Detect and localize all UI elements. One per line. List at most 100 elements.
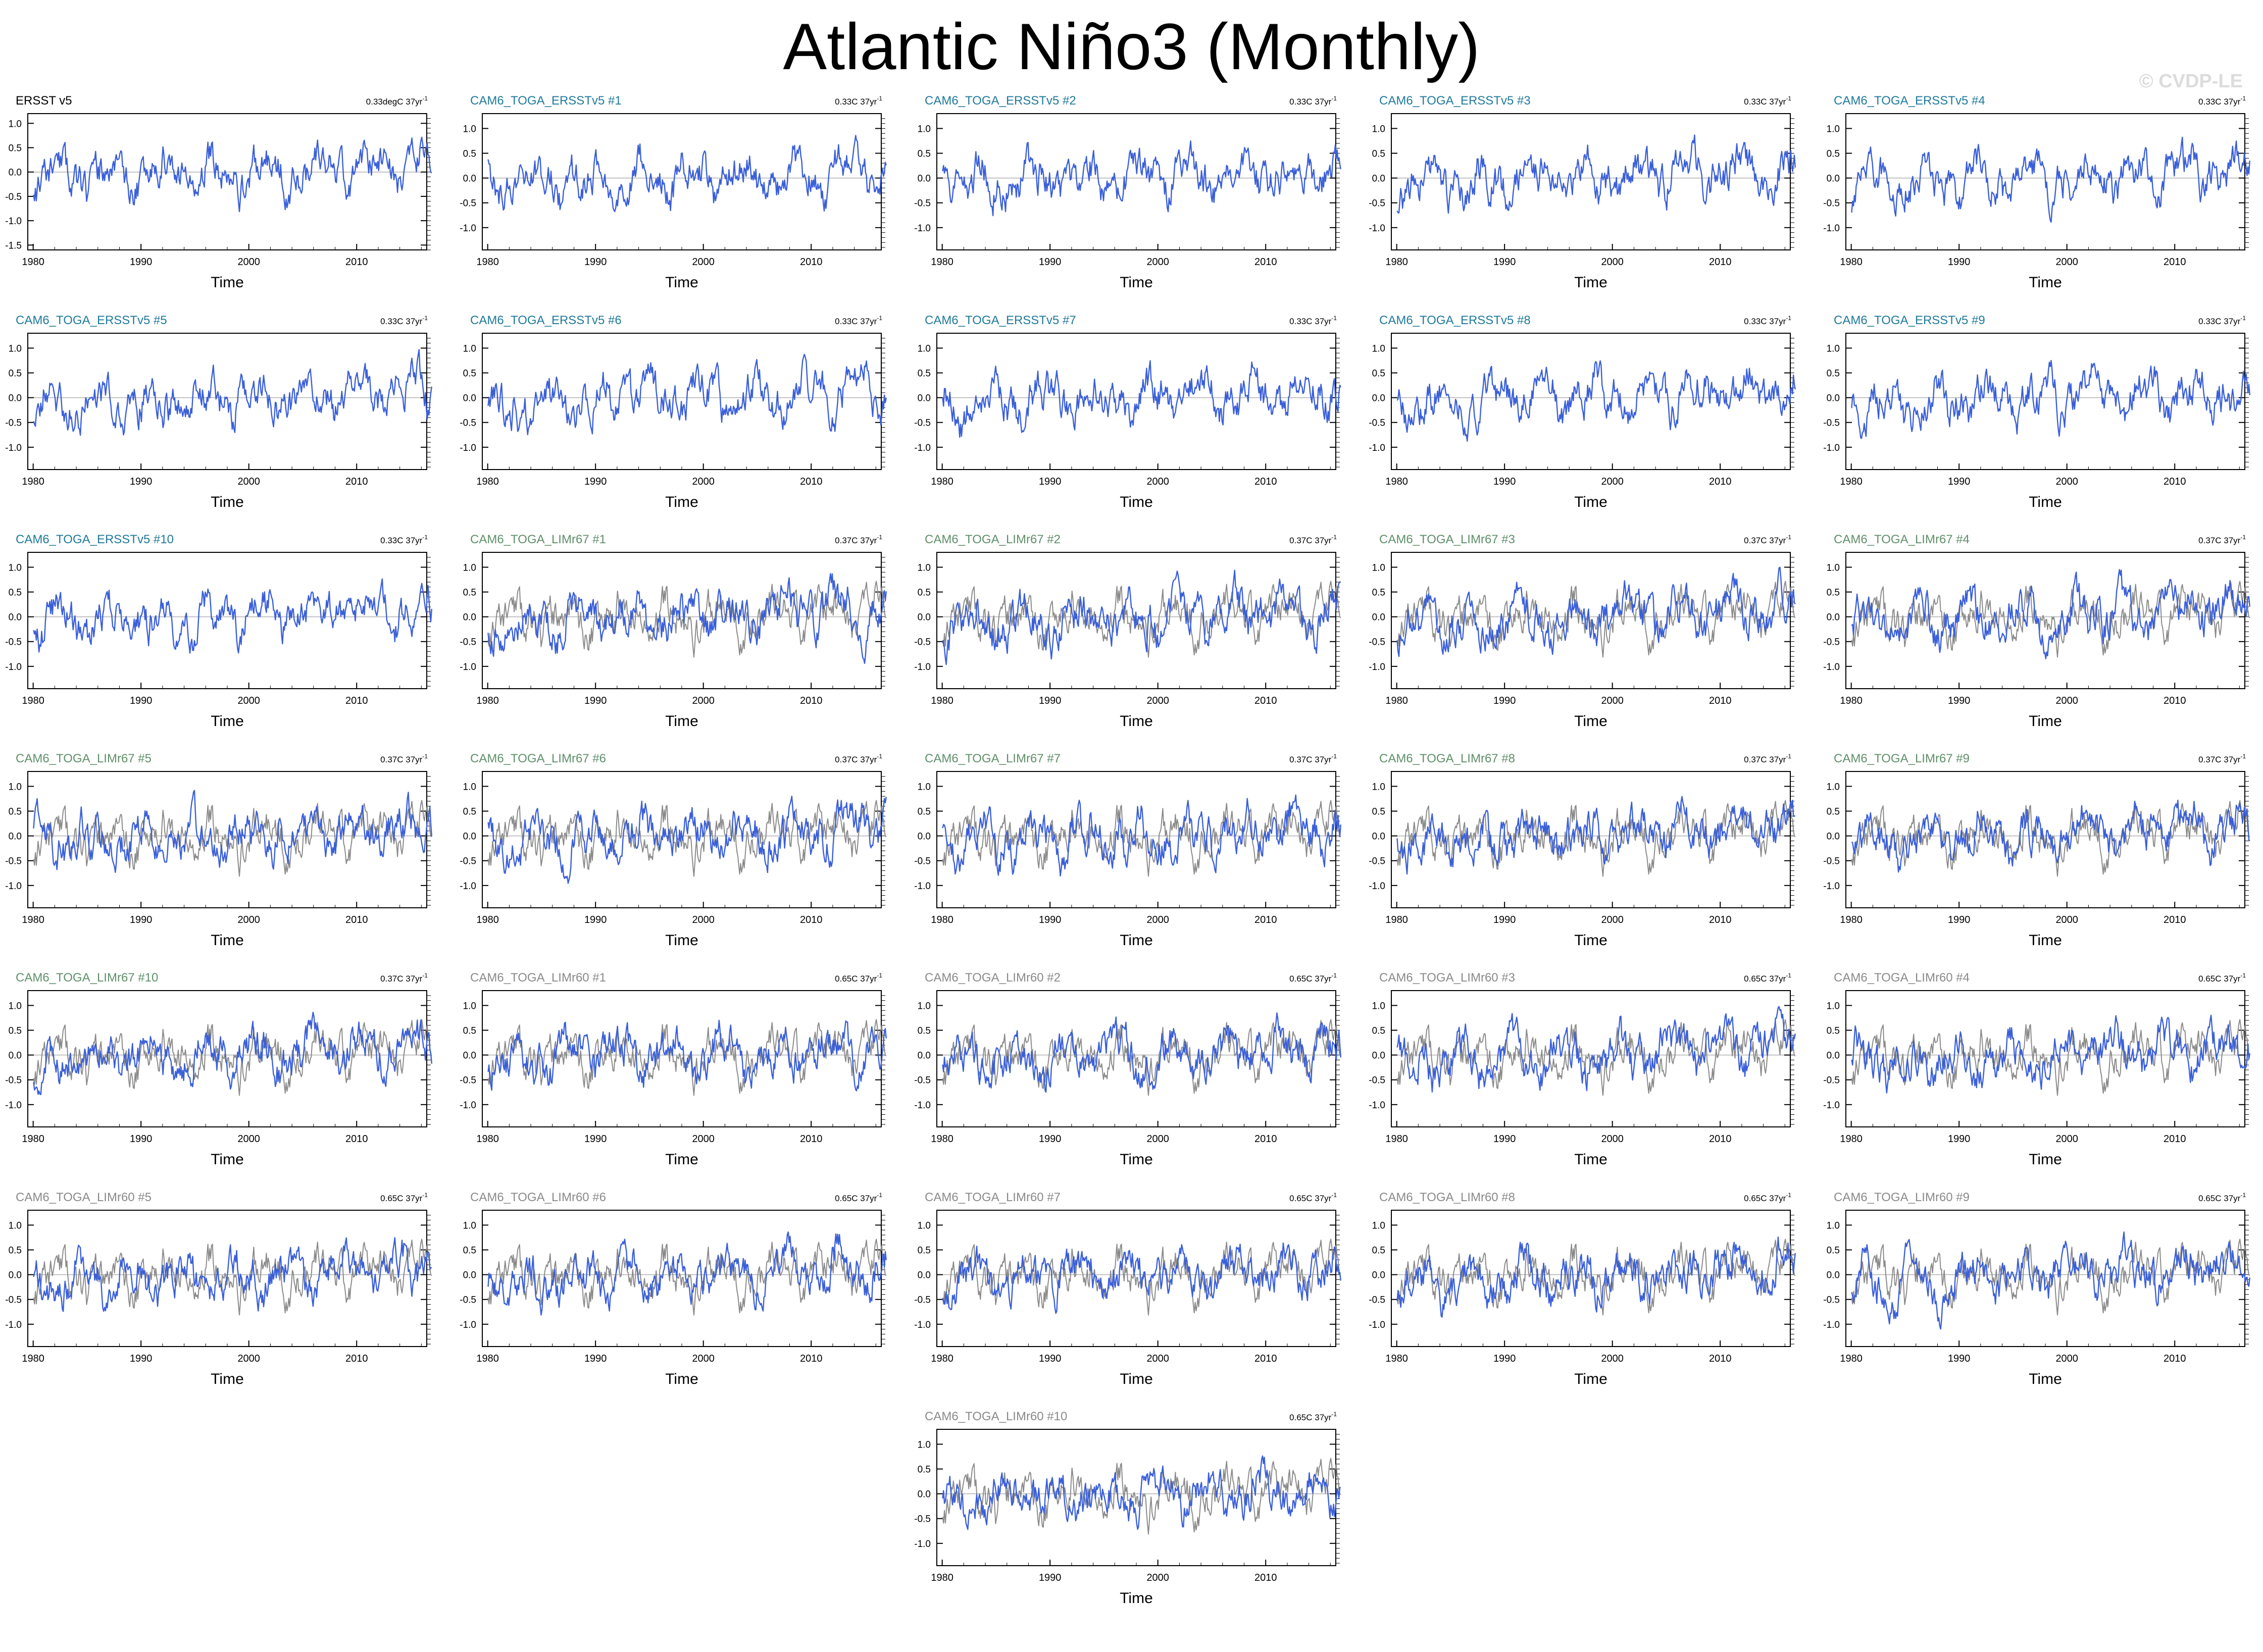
xtick-label: 1990: [1039, 1572, 1062, 1583]
ensemble-series-line: [942, 794, 1341, 877]
ytick-label: -0.5: [5, 637, 22, 648]
ytick-label: 0.0: [9, 168, 22, 178]
ytick-label: 0.0: [9, 612, 22, 623]
xtick-label: 2000: [692, 1133, 715, 1145]
trend-label: 0.65C 37yr-1: [1289, 1411, 1337, 1422]
ytick-label: 1.0: [9, 1220, 22, 1231]
ytick-label: 0.0: [463, 174, 476, 184]
ytick-label: -0.5: [914, 1295, 931, 1306]
panel-29: CAM6_TOGA_LIMr60 #9 0.65C 37yr-1 1.0 0.5 0.0…: [1823, 1191, 2250, 1387]
ytick-label: 0.0: [463, 832, 476, 842]
xtick-label: 2010: [800, 695, 823, 706]
ytick-label: 1.0: [1827, 1220, 1840, 1231]
xtick-label: 2000: [2055, 476, 2078, 487]
xtick-label: 1990: [130, 1133, 153, 1145]
panel-23: CAM6_TOGA_LIMr60 #3 0.65C 37yr-1 1.0 0.5 0.0…: [1369, 971, 1796, 1168]
x-axis-label: Time: [1120, 274, 1153, 291]
x-axis-label: Time: [665, 932, 698, 949]
xtick-label: 1980: [1385, 476, 1408, 487]
xtick-label: 1990: [1948, 914, 1971, 925]
xtick-label: 2010: [800, 1133, 823, 1145]
xtick-label: 2010: [1709, 1353, 1732, 1364]
trend-label: 0.37C 37yr-1: [2198, 534, 2246, 545]
ytick-label: 1.0: [9, 562, 22, 573]
ytick-label: 0.0: [463, 1270, 476, 1281]
xtick-label: 1990: [1948, 476, 1971, 487]
trend-label: 0.65C 37yr-1: [1744, 972, 1791, 984]
ytick-label: 1.0: [1372, 1001, 1385, 1011]
ensemble-series-line: [1396, 1006, 1796, 1093]
trend-label: 0.65C 37yr-1: [380, 1192, 428, 1203]
ytick-label: 0.5: [1827, 1246, 1840, 1256]
ytick-label: -0.5: [460, 1295, 476, 1306]
x-axis-label: Time: [2029, 494, 2062, 510]
ytick-label: 0.5: [1827, 149, 1840, 160]
panel-title: CAM6_TOGA_LIMr67 #3: [1379, 533, 1515, 546]
panel-21: CAM6_TOGA_LIMr60 #1 0.65C 37yr-1 1.0 0.5 0.0…: [460, 971, 887, 1168]
xtick-label: 1990: [1039, 914, 1062, 925]
ytick-label: 0.5: [918, 807, 931, 817]
panel-19: CAM6_TOGA_LIMr67 #9 0.37C 37yr-1 1.0 0.5 0.0…: [1823, 752, 2250, 949]
xtick-label: 2010: [1709, 476, 1732, 487]
ytick-label: 1.0: [463, 782, 476, 792]
ytick-label: 0.5: [463, 149, 476, 160]
ytick-label: -0.5: [1369, 637, 1385, 648]
trend-label: 0.33C 37yr-1: [835, 315, 882, 326]
xtick-label: 2010: [2164, 1353, 2186, 1364]
trend-label: 0.33C 37yr-1: [835, 95, 882, 107]
ytick-label: -0.5: [1369, 1295, 1385, 1306]
xtick-label: 1980: [22, 914, 44, 925]
ensemble-series-line: [942, 1455, 1341, 1530]
xtick-label: 1990: [1039, 1353, 1062, 1364]
x-axis-label: Time: [665, 1151, 698, 1168]
ytick-label: 0.0: [918, 1270, 931, 1281]
panel-14: CAM6_TOGA_LIMr67 #4 0.37C 37yr-1 1.0 0.5 0.0…: [1823, 533, 2250, 730]
xtick-label: 1990: [1948, 695, 1971, 706]
panel-17: CAM6_TOGA_LIMr67 #7 0.37C 37yr-1 1.0 0.5 0.0…: [914, 752, 1341, 949]
panel-1: CAM6_TOGA_ERSSTv5 #1 0.33C 37yr-1 1.0 0.5 0.…: [460, 94, 887, 291]
panel-9: CAM6_TOGA_ERSSTv5 #9 0.33C 37yr-1 1.0 0.5 0.…: [1823, 314, 2250, 510]
ytick-label: 0.0: [9, 832, 22, 842]
ytick-label: 0.0: [918, 1051, 931, 1061]
watermark: © CVDP-LE: [2139, 71, 2243, 92]
xtick-label: 1990: [1039, 476, 1062, 487]
ytick-label: -1.0: [914, 1539, 931, 1550]
x-axis-label: Time: [665, 494, 698, 510]
ytick-label: -1.0: [1369, 1100, 1385, 1111]
trend-label: 0.33degC 37yr-1: [366, 95, 428, 107]
ytick-label: 0.5: [9, 588, 22, 598]
xtick-label: 1990: [1493, 476, 1516, 487]
ytick-label: -0.5: [5, 418, 22, 429]
ytick-label: 1.0: [1827, 782, 1840, 792]
ytick-label: 0.5: [1372, 807, 1385, 817]
ytick-label: 0.0: [463, 612, 476, 623]
panel-12: CAM6_TOGA_LIMr67 #2 0.37C 37yr-1 1.0 0.5 0.0…: [914, 533, 1341, 730]
xtick-label: 2000: [1601, 1353, 1624, 1364]
xtick-label: 2010: [2164, 256, 2186, 268]
ytick-label: 1.0: [1827, 1001, 1840, 1011]
trend-label: 0.65C 37yr-1: [1289, 972, 1337, 984]
ytick-label: 0.5: [1827, 588, 1840, 598]
ytick-label: 0.0: [9, 393, 22, 404]
panel-10: CAM6_TOGA_ERSSTv5 #10 0.33C 37yr-1 1.0 0.5 0…: [5, 533, 432, 730]
panel-18: CAM6_TOGA_LIMr67 #8 0.37C 37yr-1 1.0 0.5 0.0…: [1369, 752, 1796, 949]
ytick-label: 1.0: [1827, 562, 1840, 573]
ensemble-series-line: [33, 578, 432, 654]
ensemble-series-line: [942, 570, 1341, 665]
ytick-label: 0.5: [9, 807, 22, 817]
ytick-label: -1.0: [5, 1320, 22, 1330]
ytick-label: 1.0: [1827, 124, 1840, 134]
xtick-label: 1990: [1493, 256, 1516, 268]
x-axis-label: Time: [2029, 1151, 2062, 1168]
panel-title: CAM6_TOGA_LIMr67 #5: [16, 752, 152, 765]
xtick-label: 2000: [237, 256, 260, 268]
xtick-label: 1980: [1840, 256, 1863, 268]
ytick-label: 0.5: [463, 1026, 476, 1037]
trend-label: 0.37C 37yr-1: [2198, 753, 2246, 764]
trend-label: 0.37C 37yr-1: [1744, 534, 1791, 545]
ytick-label: 0.5: [1372, 369, 1385, 379]
panel-28: CAM6_TOGA_LIMr60 #8 0.65C 37yr-1 1.0 0.5 0.0…: [1369, 1191, 1796, 1387]
ytick-label: -0.5: [460, 418, 476, 429]
panel-title: CAM6_TOGA_LIMr60 #3: [1379, 971, 1515, 985]
xtick-label: 1980: [931, 1353, 953, 1364]
